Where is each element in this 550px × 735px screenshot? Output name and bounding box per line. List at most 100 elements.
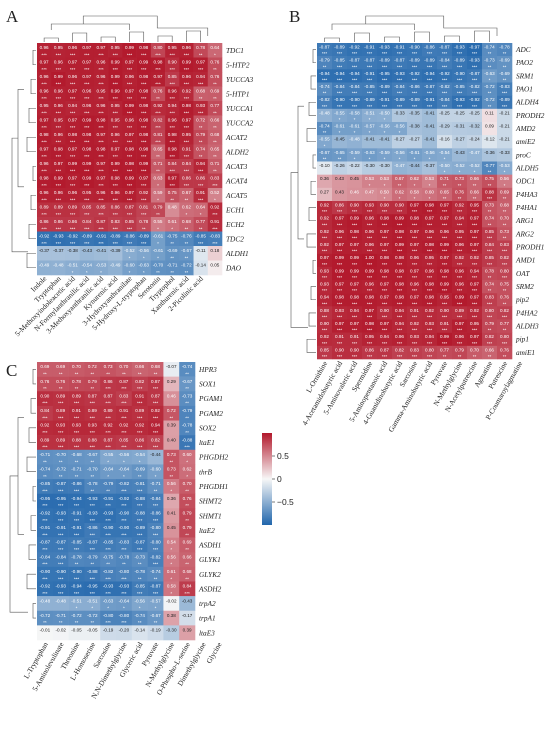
heatmap-cell: [452, 319, 468, 333]
heatmap-cell: [37, 420, 54, 436]
heatmap-cell: [136, 86, 152, 102]
significance-mark: ***: [42, 445, 48, 450]
cell-value-label: 0.98: [82, 132, 91, 137]
significance-mark: ***: [184, 67, 190, 72]
cell-value-label: -0.94: [71, 496, 82, 501]
significance-mark: ***: [412, 222, 418, 227]
significance-mark: ***: [502, 262, 508, 267]
cell-value-label: -0.84: [439, 58, 450, 63]
heatmap-cell: [150, 159, 166, 174]
cell-value-label: 0.77: [440, 347, 449, 352]
cell-value-label: 0.94: [395, 308, 404, 313]
cell-value-label: -0.87: [319, 45, 330, 50]
significance-mark: ***: [367, 222, 373, 227]
heatmap-cell: [377, 253, 393, 268]
cell-value-label: -0.92: [119, 496, 130, 501]
heatmap-cell: [467, 43, 483, 57]
heatmap-cell: [163, 420, 180, 436]
significance-mark: ***: [487, 196, 493, 201]
heatmap-cell: [193, 246, 209, 261]
cell-value-label: 0.56: [167, 554, 176, 559]
cell-value-label: -0.41: [364, 137, 375, 142]
heatmap-cell: [179, 202, 194, 218]
row-label: 5-HTP1: [226, 89, 250, 98]
heatmap-cell: [122, 202, 137, 218]
cell-value-label: 0.68: [500, 203, 509, 208]
significance-mark: **: [154, 371, 158, 376]
significance-mark: ***: [153, 430, 159, 435]
significance-mark: *: [339, 130, 341, 135]
cell-value-label: 0.98: [153, 60, 162, 65]
cell-value-label: 0.78: [139, 219, 148, 224]
significance-mark: ***: [137, 415, 143, 420]
significance-mark: **: [75, 459, 79, 464]
significance-mark: ***: [70, 154, 76, 159]
significance-mark: ***: [153, 386, 159, 391]
significance-mark: ***: [367, 51, 373, 56]
significance-mark: **: [43, 620, 47, 625]
row-label: TDC1: [226, 46, 244, 55]
heatmap-cell: [317, 253, 333, 268]
cell-value-label: 0.96: [395, 334, 404, 339]
heatmap-cell: [377, 214, 393, 228]
heatmap-cell: [467, 56, 483, 70]
heatmap-cell: [193, 43, 209, 58]
cell-value-label: -0.91: [103, 496, 114, 501]
cell-value-label: -0.52: [454, 163, 465, 168]
heatmap-cell: [147, 435, 164, 451]
heatmap-cell: [116, 405, 133, 421]
significance-mark: **: [185, 489, 189, 494]
cell-value-label: -0.67: [319, 150, 330, 155]
cell-value-label: 0.98: [425, 282, 434, 287]
cell-value-label: 0.78: [196, 45, 205, 50]
significance-mark: ***: [41, 125, 47, 130]
cell-value-label: 0.47: [365, 189, 374, 194]
row-label: YUCCA2: [226, 118, 254, 127]
cell-value-label: 0.87: [104, 437, 113, 442]
heatmap-cell: [392, 122, 408, 136]
significance-mark: ***: [90, 503, 96, 508]
significance-mark: ***: [141, 154, 147, 159]
heatmap-cell: [136, 101, 152, 116]
significance-mark: ***: [98, 183, 104, 188]
cell-value-label: 0.36: [320, 176, 329, 181]
cell-value-label: 0.84: [168, 161, 177, 166]
cell-value-label: 0.75: [485, 176, 494, 181]
cell-value-label: 0.73: [455, 176, 464, 181]
heatmap-cell: [422, 56, 438, 70]
heatmap-cell: [68, 479, 85, 494]
significance-mark: ***: [397, 104, 403, 109]
row-label: ECH2: [225, 220, 245, 229]
heatmap-cell: [179, 101, 194, 116]
significance-mark: ***: [98, 212, 104, 217]
cell-value-label: -0.73: [182, 393, 193, 398]
cell-value-label: -0.29: [439, 124, 450, 129]
significance-mark: **: [488, 209, 492, 214]
heatmap-cell: [482, 253, 498, 268]
significance-mark: **: [199, 96, 203, 101]
cell-value-label: 0.97: [380, 229, 389, 234]
heatmap-cell: [179, 217, 194, 232]
heatmap-cell: [377, 56, 393, 70]
heatmap-cell: [147, 552, 164, 568]
significance-mark: ***: [412, 301, 418, 306]
cell-value-label: 0.97: [68, 147, 77, 152]
heatmap-cell: [93, 86, 109, 102]
heatmap-cell: [332, 135, 348, 149]
heatmap-cell: [122, 115, 137, 131]
heatmap-cell: [165, 86, 180, 102]
heatmap-cell: [84, 493, 101, 509]
cell-value-label: 0.69: [500, 189, 509, 194]
significance-mark: **: [443, 196, 447, 201]
significance-mark: *: [384, 117, 386, 122]
heatmap-cell: [37, 202, 52, 218]
heatmap-cell: [65, 130, 80, 145]
significance-mark: ***: [70, 110, 76, 115]
cell-value-label: 0.98: [395, 295, 404, 300]
cell-value-label: -0.86: [124, 234, 135, 239]
significance-mark: ***: [442, 275, 448, 280]
significance-mark: ***: [141, 212, 147, 217]
heatmap-cell: [332, 319, 348, 333]
significance-mark: ***: [472, 301, 478, 306]
heatmap-cell: [452, 95, 468, 110]
